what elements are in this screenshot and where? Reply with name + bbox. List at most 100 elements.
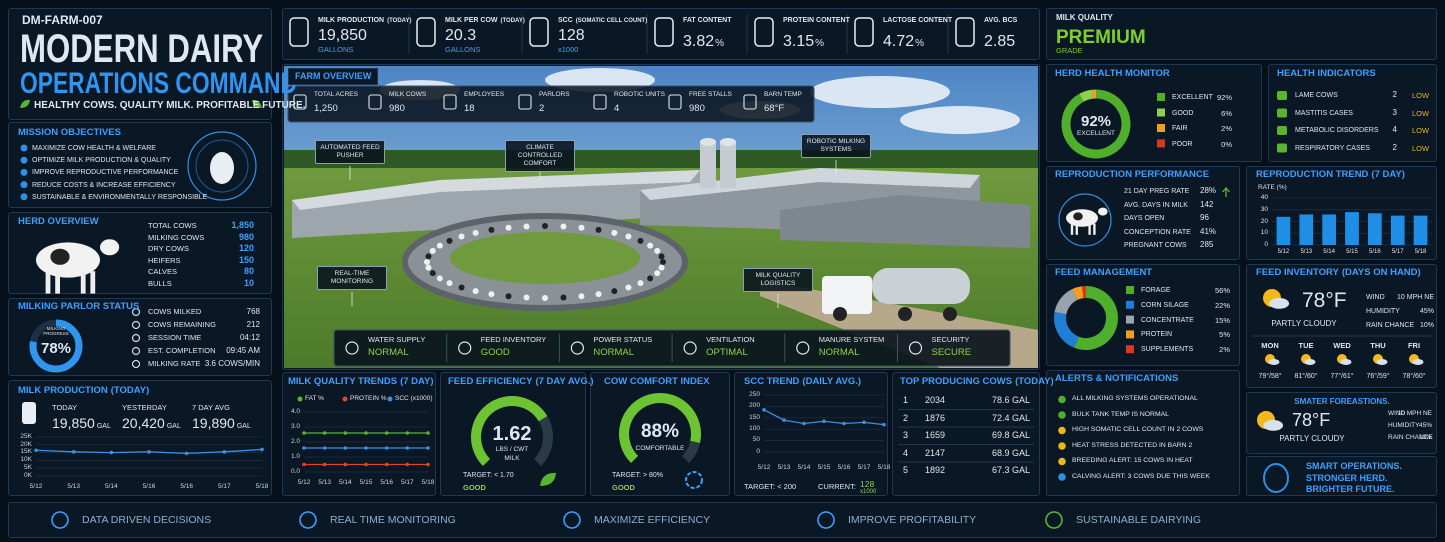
- cow-id: 2147: [925, 447, 946, 458]
- check-icon: [20, 168, 28, 176]
- y-tick-label: 20: [1260, 217, 1268, 225]
- status-value: NORMAL: [368, 347, 409, 358]
- legend-value: 6%: [1221, 108, 1232, 118]
- rank: 5: [903, 465, 909, 475]
- bottle-icon: [22, 402, 36, 424]
- point: [862, 420, 866, 425]
- legend-label: EXCELLENT: [1172, 94, 1213, 101]
- panel-title: MILKING PARLOR STATUS: [18, 301, 140, 312]
- kpi-label: (SOMATIC CELL COUNT): [575, 18, 648, 24]
- bar: [1413, 215, 1428, 245]
- condition: PARTLY CLOUDY: [1279, 434, 1345, 443]
- bar: [1390, 215, 1405, 245]
- status-value: SECURE: [931, 347, 972, 358]
- legend-swatch: [1126, 286, 1134, 294]
- leaf-icon: [252, 99, 262, 108]
- callout: REAL-TIME MONITORING: [317, 266, 387, 291]
- point: [343, 446, 348, 450]
- legend-value: 22%: [1214, 300, 1230, 310]
- kpi-label: MILK PRODUCTION (TODAY): [318, 17, 411, 24]
- legend-label: CORN SILAGE: [1141, 301, 1189, 309]
- icon: [131, 307, 141, 317]
- panel-title: FEED EFFICIENCY: [448, 376, 533, 387]
- cow-dot: [505, 224, 512, 231]
- row-value: 150: [238, 254, 254, 265]
- objective: OPTIMIZE MILK PRODUCTION & QUALITY: [32, 157, 171, 165]
- stat-value: GAL: [236, 423, 251, 430]
- alert-text: CALVING ALERT: 3 COWS DUE THIS WEEK: [1072, 472, 1210, 480]
- alert-text: BULK TANK TEMP IS NORMAL: [1072, 410, 1169, 418]
- kpi-value: 128: [558, 27, 585, 44]
- point: [364, 431, 368, 435]
- point: [405, 431, 410, 435]
- objective: MAXIMIZE COW HEALTH & WELFARE: [32, 145, 156, 152]
- slogan-line: BRIGHTER FUTURE.: [1306, 484, 1395, 494]
- stat-value: 1,250: [314, 103, 338, 114]
- quality-value: PREMIUM: [1056, 27, 1146, 48]
- progress-value: 78%: [40, 340, 72, 357]
- icon: [570, 341, 585, 355]
- kpi-value: %: [715, 38, 725, 49]
- forecast-temp: 78°/60°: [1402, 373, 1426, 380]
- y-tick-label: 3.0: [290, 422, 300, 430]
- current-unit: x1000: [860, 489, 877, 495]
- kpi-unit: x1000: [558, 45, 579, 54]
- legend-value: 92%: [1216, 93, 1232, 102]
- panel-title-note: (7 DAY AVG.): [535, 376, 594, 387]
- legend-value: 0%: [1221, 139, 1232, 149]
- forecast-temp: 79°/58°: [1258, 373, 1282, 380]
- cloud: [810, 76, 950, 108]
- row-value: 285: [1200, 240, 1214, 249]
- panel-title: MILK PRODUCTION: [18, 385, 108, 396]
- cloud: [900, 106, 1020, 134]
- x-tick-label: 5/18: [421, 479, 435, 486]
- cow-dot: [647, 242, 654, 249]
- callout: CLIMATE CONTROLLED COMFORT: [505, 140, 575, 173]
- health-indicators-panel: [1268, 64, 1437, 162]
- row-label: LAME COWS: [1295, 92, 1338, 99]
- legend-swatch: [1126, 330, 1134, 339]
- kpi-icon: [416, 17, 436, 47]
- y-tick-label: 10K: [20, 456, 32, 464]
- y-tick-label: 0.0: [290, 467, 300, 475]
- cow-dot: [654, 270, 661, 277]
- x-tick-label: 5/14: [1323, 249, 1335, 255]
- row-label: HUMIDITY: [1366, 308, 1400, 315]
- cow-dot: [578, 293, 585, 300]
- row-value: 04:12: [239, 333, 260, 342]
- cow-dot: [425, 264, 432, 271]
- bar: [1322, 214, 1336, 245]
- panel-title: HERD OVERVIEW: [18, 216, 99, 227]
- current-value: 128: [860, 479, 875, 489]
- scc-trend-panel: [734, 372, 888, 496]
- y-tick-label: 5K: [24, 463, 32, 471]
- alert-text: BREEDING ALERT: 15 COWS IN HEAT: [1072, 457, 1193, 464]
- kpi-label: MILK PER COW: [445, 17, 498, 24]
- y-tick-label: 10: [1260, 229, 1268, 237]
- check-icon: [20, 156, 28, 164]
- target-icon: [1058, 193, 1112, 247]
- stat-icon: [368, 94, 382, 110]
- icon: [131, 333, 141, 343]
- legend-swatch: [1157, 108, 1165, 117]
- footer-icon: [817, 511, 835, 529]
- icon: [458, 341, 472, 355]
- point: [302, 431, 306, 435]
- forecast-day: FRI: [1407, 341, 1421, 350]
- indicator-icon: [1277, 91, 1287, 100]
- legend-label: SCC (x1000): [395, 395, 433, 402]
- cow-dot: [472, 229, 479, 236]
- x-tick-label: 5/12: [29, 483, 43, 490]
- stat-label: FREE STALLS: [689, 91, 732, 98]
- stat-icon: [443, 94, 457, 110]
- cow-dot: [658, 264, 665, 271]
- kpi-label: MILK PER COW (TODAY): [445, 17, 525, 24]
- kpi-label: PROTEIN CONTENT: [783, 17, 850, 24]
- x-tick-label: 5/12: [757, 464, 771, 471]
- legend-value: 5%: [1219, 330, 1230, 340]
- panel-title: FEED MANAGEMENT: [1055, 267, 1153, 278]
- forecast-temp: 76°/59°: [1366, 373, 1390, 380]
- stats-strip: [287, 85, 815, 123]
- point: [147, 450, 151, 454]
